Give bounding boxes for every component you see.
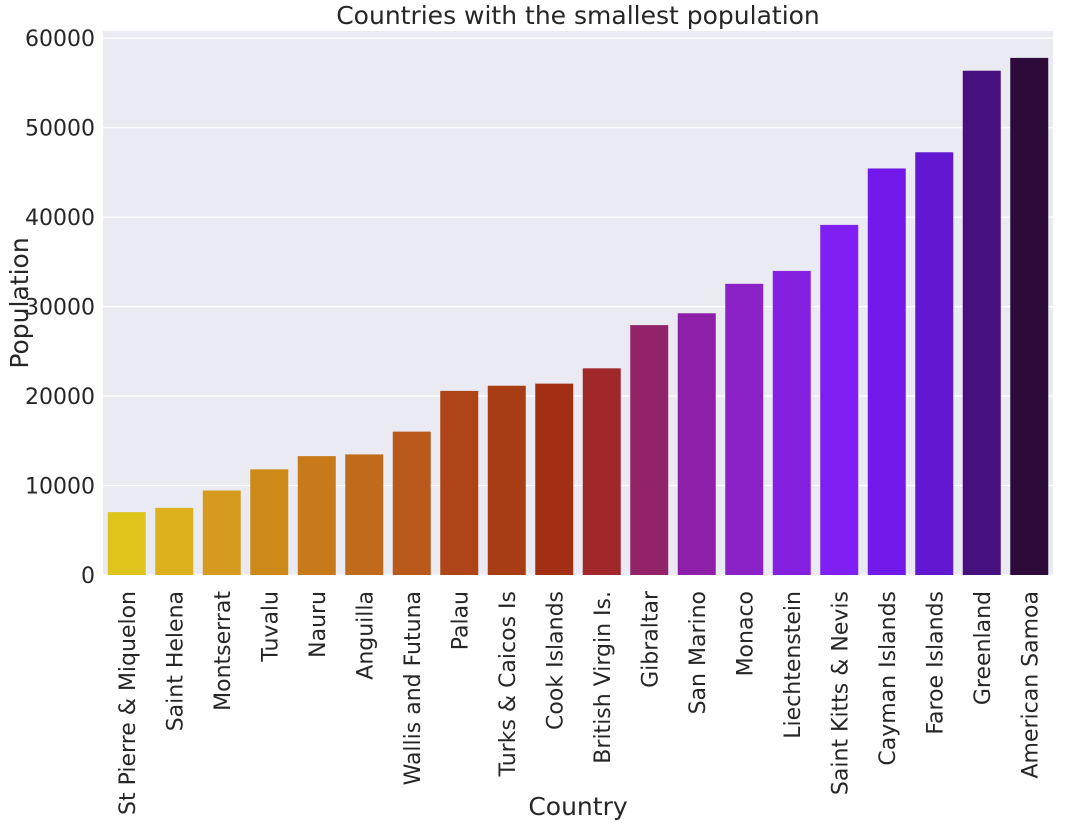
y-tick-label: 0 [81, 564, 95, 589]
bar [582, 368, 621, 575]
x-tick-label: Palau [448, 591, 473, 650]
bar [155, 507, 194, 575]
x-tick-label: Cook Islands [543, 591, 568, 730]
bar [915, 152, 954, 575]
bar [487, 385, 526, 575]
chart-title: Countries with the smallest population [336, 1, 820, 30]
y-tick-label: 60000 [25, 27, 95, 52]
bar [107, 512, 146, 575]
bar [867, 168, 906, 576]
x-tick-label: Saint Helena [163, 591, 188, 731]
x-tick-label: Turks & Caicos Is [496, 591, 521, 777]
y-tick-label: 50000 [25, 117, 95, 142]
x-tick-label: American Samoa [1018, 591, 1043, 779]
y-tick-label: 10000 [25, 475, 95, 500]
x-tick-label: Greenland [971, 591, 996, 705]
bar [440, 390, 479, 575]
bar [535, 383, 574, 575]
bars [107, 57, 1049, 576]
y-tick-labels: 0 10000 20000 30000 40000 50000 60000 [25, 27, 95, 589]
x-tick-label: Wallis and Futuna [401, 591, 426, 785]
bar [772, 270, 811, 575]
x-tick-label: Liechtenstein [781, 591, 806, 739]
x-tick-label: Tuvalu [258, 591, 283, 663]
plot-area [103, 31, 1053, 575]
x-tick-labels: St Pierre & Miquelon Saint Helena Montserr… [116, 590, 1044, 815]
bar [630, 325, 669, 575]
y-tick-label: 40000 [25, 206, 95, 231]
y-axis-label: Population [5, 237, 34, 368]
x-tick-label: British Virgin Is. [591, 591, 616, 764]
x-tick-label: St Pierre & Miquelon [116, 591, 141, 815]
bar [962, 70, 1001, 575]
x-tick-label: Saint Kitts & Nevis [828, 591, 853, 795]
x-tick-label: San Marino [686, 591, 711, 714]
bar [820, 224, 859, 575]
bar [1010, 57, 1049, 575]
bar [297, 456, 336, 575]
x-tick-label: Anguilla [353, 591, 378, 680]
bar [392, 431, 431, 575]
x-axis-label: Country [528, 792, 628, 821]
x-tick-label: Montserrat [211, 591, 236, 711]
x-tick-label: Cayman Islands [876, 591, 901, 766]
bar [725, 283, 764, 575]
x-tick-label: Gibraltar [638, 590, 663, 688]
bar [250, 469, 289, 575]
bar [677, 313, 716, 575]
y-tick-label: 20000 [25, 385, 95, 410]
x-tick-label: Monaco [733, 591, 758, 676]
x-tick-label: Nauru [306, 591, 331, 658]
y-tick-label: 30000 [25, 296, 95, 321]
bar [345, 454, 384, 575]
bar [202, 490, 241, 575]
x-tick-label: Faroe Islands [923, 591, 948, 735]
